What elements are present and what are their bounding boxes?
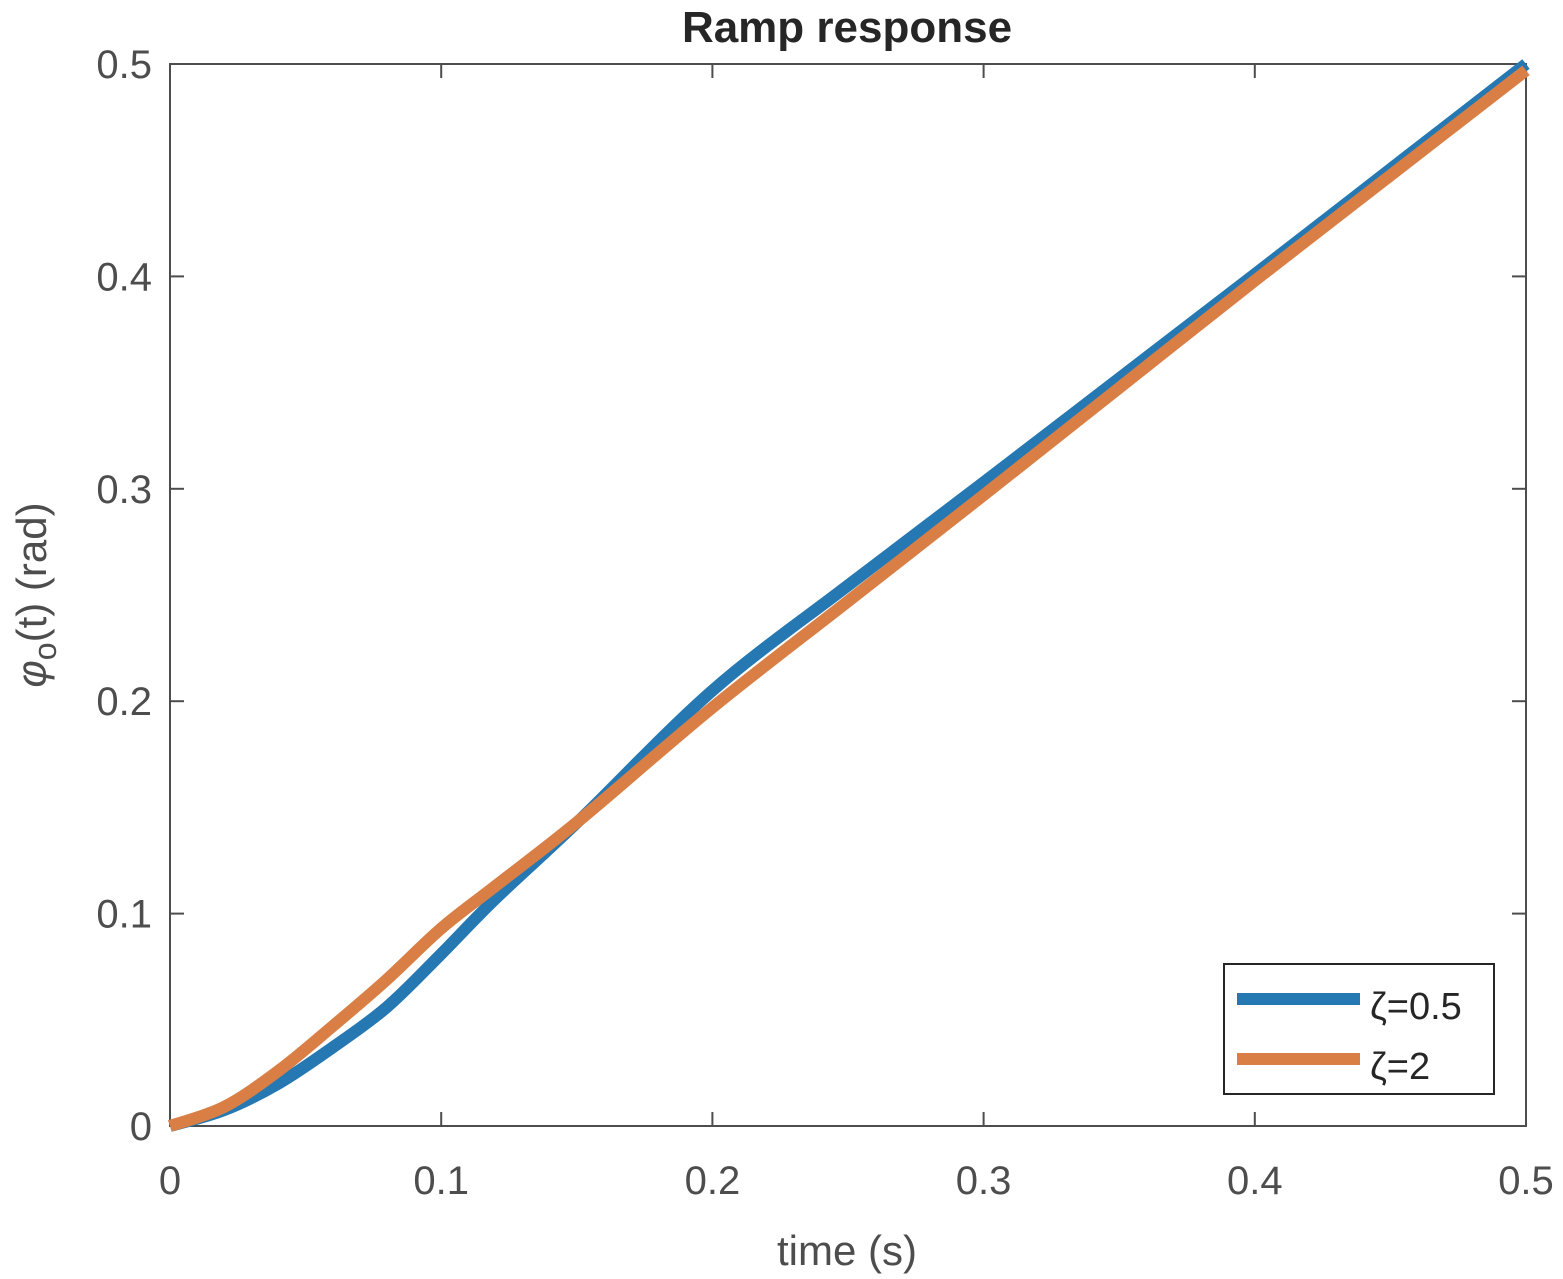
y-tick-label: 0.5 xyxy=(96,43,152,87)
y-axis-label: φo(t) (rad) xyxy=(8,502,63,687)
chart-title: Ramp response xyxy=(682,3,1012,52)
x-axis-label: time (s) xyxy=(777,1227,917,1274)
x-tick-label: 0.2 xyxy=(685,1159,741,1203)
legend-label-zeta-0-5: ζ=0.5 xyxy=(1370,986,1462,1028)
legend: ζ=0.5 ζ=2 xyxy=(1223,963,1495,1095)
svg-text:φo(t) (rad): φo(t) (rad) xyxy=(8,502,63,687)
legend-box xyxy=(1223,963,1495,1095)
y-tick-label: 0.4 xyxy=(96,255,152,299)
y-tick-label: 0 xyxy=(130,1105,152,1149)
y-axis-label-text: (t) (rad) xyxy=(8,502,55,642)
x-tick-label: 0.3 xyxy=(956,1159,1012,1203)
series-lines xyxy=(168,59,1530,1132)
x-tick-label: 0.1 xyxy=(413,1159,469,1203)
y-axis-label-symbol: φ xyxy=(8,660,55,687)
x-tick-label: 0 xyxy=(159,1159,181,1203)
legend-label-zeta-2: ζ=2 xyxy=(1370,1046,1430,1088)
x-tick-label: 0.5 xyxy=(1498,1159,1554,1203)
axis-ticks: 0 0.1 0.2 0.3 0.4 0.5 0 0.1 0.2 0.3 0.4 0.5 xyxy=(96,43,1553,1203)
y-tick-label: 0.2 xyxy=(96,680,152,724)
y-tick-label: 0.1 xyxy=(96,893,152,937)
y-axis-label-subscript: o xyxy=(27,642,63,660)
x-tick-label: 0.4 xyxy=(1227,1159,1283,1203)
y-tick-label: 0.3 xyxy=(96,468,152,512)
series-line-1 xyxy=(168,65,1530,1132)
